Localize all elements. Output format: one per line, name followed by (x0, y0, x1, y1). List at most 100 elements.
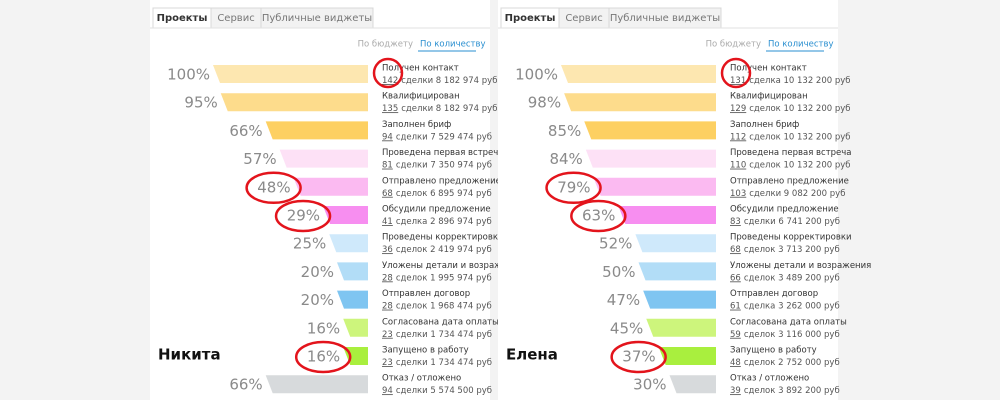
deal-count[interactable]: 66 (730, 273, 741, 283)
deals-line: 39 сделок 3 892 200 руб (730, 386, 840, 396)
deal-count[interactable]: 41 (382, 217, 393, 227)
stage-name: Проведены корректировки (730, 233, 852, 243)
tab-label[interactable]: Публичные виджеты (262, 13, 372, 24)
deal-count[interactable]: 103 (730, 188, 746, 198)
funnel-bar (669, 375, 716, 394)
deals-line: 59 сделок 3 116 000 руб (730, 329, 840, 339)
deal-count[interactable]: 36 (382, 245, 393, 255)
funnel-bar (638, 262, 716, 281)
tab-label[interactable]: Сервис (217, 13, 254, 24)
percent-label: 30% (633, 376, 666, 394)
deal-count[interactable]: 131 (730, 76, 746, 86)
deal-summary: сделок 1 968 474 руб (396, 301, 492, 311)
stage-name: Отказ / отложено (730, 374, 809, 384)
deal-count[interactable]: 68 (730, 245, 741, 255)
deals-line: 41 сделка 2 896 974 руб (382, 217, 492, 227)
deal-count[interactable]: 110 (730, 160, 746, 170)
funnel-bar (635, 234, 716, 253)
percent-label: 57% (243, 150, 276, 168)
funnel-bar (585, 149, 716, 168)
deal-summary: сделок 3 713 200 руб (744, 245, 840, 255)
deal-summary: сделки 9 082 200 руб (749, 188, 845, 198)
deal-count[interactable]: 112 (730, 132, 746, 142)
deal-summary: сделки 1 734 474 руб (396, 329, 492, 339)
percent-label: 100% (515, 66, 558, 84)
deal-count[interactable]: 28 (382, 273, 393, 283)
funnel-bar (220, 93, 368, 112)
funnel-bar (646, 318, 716, 337)
deal-count[interactable]: 129 (730, 104, 746, 114)
deal-summary: сделки 8 182 974 руб (401, 104, 497, 114)
deal-count[interactable]: 23 (382, 329, 393, 339)
deal-count[interactable]: 94 (382, 386, 393, 396)
stage-name: Согласована дата оплаты (730, 317, 847, 327)
deal-count[interactable]: 68 (382, 188, 393, 198)
percent-label: 29% (287, 207, 320, 225)
deal-count[interactable]: 83 (730, 217, 741, 227)
deal-summary: сделка 3 262 000 руб (744, 301, 840, 311)
deals-line: 135 сделки 8 182 974 руб (382, 104, 497, 114)
stage-name: Получен контакт (382, 64, 459, 74)
funnel-bar (323, 206, 368, 224)
highlight-circle (274, 199, 332, 233)
stage-name: Отказ / отложено (382, 374, 461, 384)
deals-line: 36 сделок 2 419 974 руб (382, 245, 492, 255)
tab-label[interactable]: Публичные виджеты (610, 13, 720, 24)
percent-label: 100% (167, 66, 210, 84)
deal-count[interactable]: 61 (730, 301, 741, 311)
highlight-circle (610, 340, 667, 374)
stage-name: Отправлено предложение (382, 176, 501, 186)
toggle-option[interactable]: По количеству (768, 40, 834, 50)
deal-summary: сделка 10 132 200 руб (749, 76, 850, 86)
deal-count[interactable]: 81 (382, 160, 393, 170)
deal-count[interactable]: 48 (730, 358, 741, 368)
deal-summary: сделок 3 116 000 руб (744, 329, 840, 339)
deals-line: 23 сделки 1 734 474 руб (382, 329, 492, 339)
stage-name: Проведена первая встреча (382, 148, 504, 158)
percent-label: 16% (307, 319, 340, 337)
funnel-bar (265, 121, 368, 140)
percent-label: 84% (549, 150, 582, 168)
tab-label[interactable]: Проекты (157, 13, 208, 24)
stage-name: Запущено в работу (730, 346, 817, 356)
percent-label: 52% (599, 235, 632, 253)
tab-label[interactable]: Проекты (505, 13, 556, 24)
funnel-bar (643, 290, 716, 309)
deal-summary: сделок 2 752 000 руб (744, 358, 840, 368)
deal-count[interactable]: 39 (730, 386, 741, 396)
deal-summary: сделки 7 529 474 руб (396, 132, 492, 142)
stage-name: Получен контакт (730, 64, 807, 74)
deals-line: 131 сделка 10 132 200 руб (730, 76, 851, 86)
deal-count[interactable]: 59 (730, 329, 741, 339)
deal-count[interactable]: 28 (382, 301, 393, 311)
deals-line: 28 сделок 1 968 474 руб (382, 301, 492, 311)
deal-count[interactable]: 142 (382, 76, 398, 86)
deal-count[interactable]: 135 (382, 104, 398, 114)
deals-line: 23 сделки 1 734 474 руб (382, 358, 492, 368)
tab-label[interactable]: Сервис (565, 13, 602, 24)
highlight-circle (294, 340, 352, 374)
deal-count[interactable]: 94 (382, 132, 393, 142)
stage-name: Уложены детали и возражения (382, 261, 523, 271)
highlight-circle (720, 57, 752, 89)
stage-name: Проведены корректировки (382, 233, 504, 243)
deal-summary: сделок 1 995 974 руб (396, 273, 492, 283)
toggle-option[interactable]: По бюджету (358, 40, 413, 50)
percent-label: 98% (528, 94, 561, 112)
deal-count[interactable]: 23 (382, 358, 393, 368)
funnel-bar (343, 318, 368, 337)
deal-summary: сделок 2 419 974 руб (396, 245, 492, 255)
person-name: Никита (158, 346, 221, 364)
stage-name: Заполнен бриф (730, 120, 799, 130)
toggle-option[interactable]: По бюджету (706, 40, 761, 50)
deals-line: 68 сделок 6 895 974 руб (382, 188, 492, 198)
percent-label: 95% (184, 94, 217, 112)
stage-name: Отправлено предложение (730, 176, 849, 186)
deal-summary: сделки 6 741 200 руб (744, 217, 840, 227)
deal-summary: сделок 3 892 200 руб (744, 386, 840, 396)
toggle-option[interactable]: По количеству (420, 40, 486, 50)
funnel-bar (564, 93, 716, 112)
funnel-bar (329, 234, 368, 253)
